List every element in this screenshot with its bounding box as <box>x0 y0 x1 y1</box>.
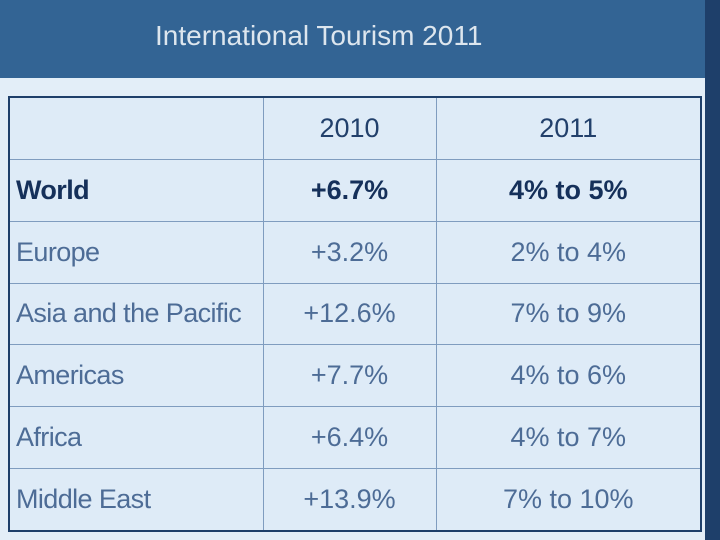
table-row: Middle East +13.9% 7% to 10% <box>8 467 702 532</box>
row-label: Europe <box>8 220 264 284</box>
table-row: Asia and the Pacific +12.6% 7% to 9% <box>8 282 702 346</box>
table-cell: +7.7% <box>262 344 437 408</box>
row-label: Middle East <box>8 467 264 532</box>
slide-title: International Tourism 2011 <box>155 20 483 51</box>
table-cell: 4% to 5% <box>435 159 702 222</box>
column-header: 2010 <box>262 96 437 161</box>
table-cell: 7% to 9% <box>435 282 702 346</box>
row-label: Africa <box>8 406 264 469</box>
table-cell: 4% to 7% <box>435 406 702 469</box>
table-row: Europe +3.2% 2% to 4% <box>8 220 702 284</box>
header-row: 2010 2011 <box>8 96 702 161</box>
table-cell: +13.9% <box>262 467 437 532</box>
table-cell: +6.7% <box>262 159 437 222</box>
table-cell: +3.2% <box>262 220 437 284</box>
table-row: World +6.7% 4% to 5% <box>8 159 702 222</box>
table-cell: 4% to 6% <box>435 344 702 408</box>
table-cell: +12.6% <box>262 282 437 346</box>
row-label: Asia and the Pacific <box>8 282 264 346</box>
row-label: Americas <box>8 344 264 408</box>
table-cell: +6.4% <box>262 406 437 469</box>
side-strip <box>705 0 720 540</box>
data-table: 2010 2011 World +6.7% 4% to 5% Europe +3.2% 2% … <box>8 96 702 532</box>
column-header: 2011 <box>435 96 702 161</box>
table-cell: 2% to 4% <box>435 220 702 284</box>
corner-cell <box>8 96 264 161</box>
row-label: World <box>8 159 264 222</box>
table-row: Africa +6.4% 4% to 7% <box>8 406 702 469</box>
table-cell: 7% to 10% <box>435 467 702 532</box>
header-band <box>0 0 705 78</box>
table-row: Americas +7.7% 4% to 6% <box>8 344 702 408</box>
